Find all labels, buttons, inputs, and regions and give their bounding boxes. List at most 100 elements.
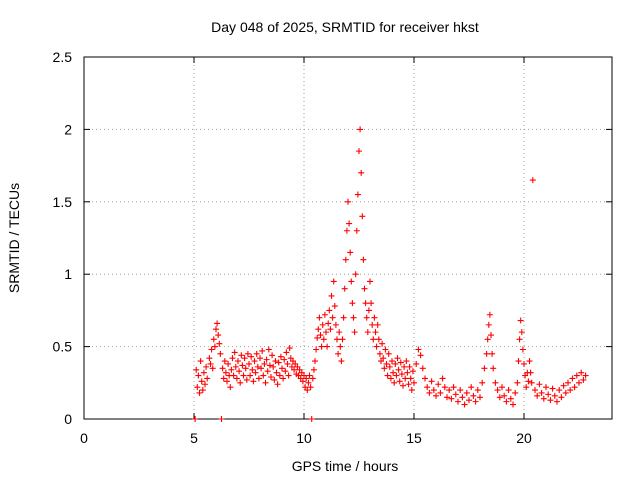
data-point bbox=[337, 343, 344, 350]
data-point bbox=[403, 358, 410, 365]
data-point bbox=[528, 379, 535, 386]
x-tick-labels: 0 5 10 15 20 bbox=[80, 430, 532, 446]
data-point bbox=[199, 387, 206, 394]
data-point bbox=[558, 394, 565, 401]
data-point bbox=[286, 345, 293, 352]
data-point bbox=[490, 365, 497, 372]
data-point bbox=[523, 384, 530, 391]
y-tick-label: 0.5 bbox=[53, 339, 73, 355]
data-point bbox=[213, 326, 219, 333]
data-point bbox=[371, 314, 378, 321]
data-points bbox=[192, 126, 589, 422]
data-point bbox=[547, 397, 554, 404]
data-point bbox=[249, 366, 256, 373]
data-point bbox=[277, 353, 284, 360]
data-point bbox=[413, 360, 420, 367]
data-point bbox=[428, 378, 435, 385]
data-point bbox=[402, 375, 409, 382]
data-point bbox=[515, 358, 522, 365]
data-point bbox=[325, 320, 332, 327]
data-point bbox=[573, 372, 580, 379]
data-point bbox=[356, 148, 362, 155]
x-axis-title: GPS time / hours bbox=[292, 458, 399, 474]
data-point bbox=[367, 278, 373, 285]
data-point bbox=[562, 389, 569, 396]
data-point bbox=[349, 300, 356, 307]
data-point bbox=[266, 362, 273, 369]
data-point bbox=[394, 355, 401, 362]
data-point bbox=[351, 329, 358, 336]
data-point bbox=[463, 389, 470, 396]
data-point bbox=[250, 378, 257, 385]
data-point bbox=[274, 381, 281, 388]
data-point bbox=[517, 317, 524, 324]
data-point bbox=[270, 363, 277, 370]
data-point bbox=[565, 379, 571, 386]
data-point bbox=[362, 300, 369, 307]
data-point bbox=[315, 326, 322, 333]
data-point bbox=[505, 387, 512, 394]
data-point bbox=[393, 372, 400, 379]
data-point bbox=[314, 334, 321, 341]
y-tick-label: 1 bbox=[64, 266, 72, 282]
data-point bbox=[433, 392, 439, 399]
data-point bbox=[305, 379, 312, 386]
data-point bbox=[281, 356, 288, 363]
data-point bbox=[347, 249, 354, 256]
data-point bbox=[251, 358, 258, 365]
data-point bbox=[204, 375, 211, 382]
data-point bbox=[545, 391, 552, 398]
data-point bbox=[200, 369, 207, 376]
data-point bbox=[554, 398, 560, 405]
data-point bbox=[194, 384, 201, 391]
data-point bbox=[492, 379, 499, 386]
data-point bbox=[582, 372, 589, 379]
data-point bbox=[255, 375, 262, 382]
data-point bbox=[481, 365, 488, 372]
data-point bbox=[316, 314, 323, 321]
data-point bbox=[238, 352, 245, 359]
data-point bbox=[422, 375, 428, 382]
data-point bbox=[426, 389, 433, 396]
data-point bbox=[485, 321, 492, 328]
data-point bbox=[384, 372, 391, 379]
data-point bbox=[233, 375, 240, 382]
y-tick-labels: 0 0.5 1 1.5 2 2.5 bbox=[53, 49, 73, 427]
data-point bbox=[489, 350, 496, 357]
data-point bbox=[352, 271, 359, 278]
data-point bbox=[400, 382, 406, 389]
data-point bbox=[345, 198, 351, 205]
data-point bbox=[307, 384, 314, 391]
data-point bbox=[228, 366, 235, 373]
data-point bbox=[474, 387, 481, 394]
data-point bbox=[556, 387, 563, 394]
data-point bbox=[435, 381, 442, 388]
data-point bbox=[260, 372, 267, 379]
data-point bbox=[385, 350, 392, 357]
data-point bbox=[192, 416, 199, 422]
data-point bbox=[248, 353, 255, 360]
data-point bbox=[197, 358, 204, 365]
data-point bbox=[263, 356, 270, 363]
data-point bbox=[261, 360, 268, 367]
data-point bbox=[239, 362, 246, 369]
data-point bbox=[210, 336, 217, 343]
data-point bbox=[452, 391, 459, 398]
data-point bbox=[246, 360, 252, 367]
data-point bbox=[321, 311, 328, 318]
data-point bbox=[514, 379, 521, 386]
data-point bbox=[257, 355, 263, 362]
data-point bbox=[262, 379, 269, 386]
data-point bbox=[306, 372, 313, 379]
data-point bbox=[357, 126, 364, 133]
data-point bbox=[211, 343, 218, 350]
data-point bbox=[336, 329, 343, 336]
data-point bbox=[219, 365, 226, 372]
data-point bbox=[198, 378, 205, 385]
data-point bbox=[242, 365, 249, 372]
data-point bbox=[327, 326, 334, 333]
data-point bbox=[549, 385, 556, 392]
data-point bbox=[536, 381, 543, 388]
data-point bbox=[319, 321, 326, 328]
data-point bbox=[308, 416, 315, 422]
